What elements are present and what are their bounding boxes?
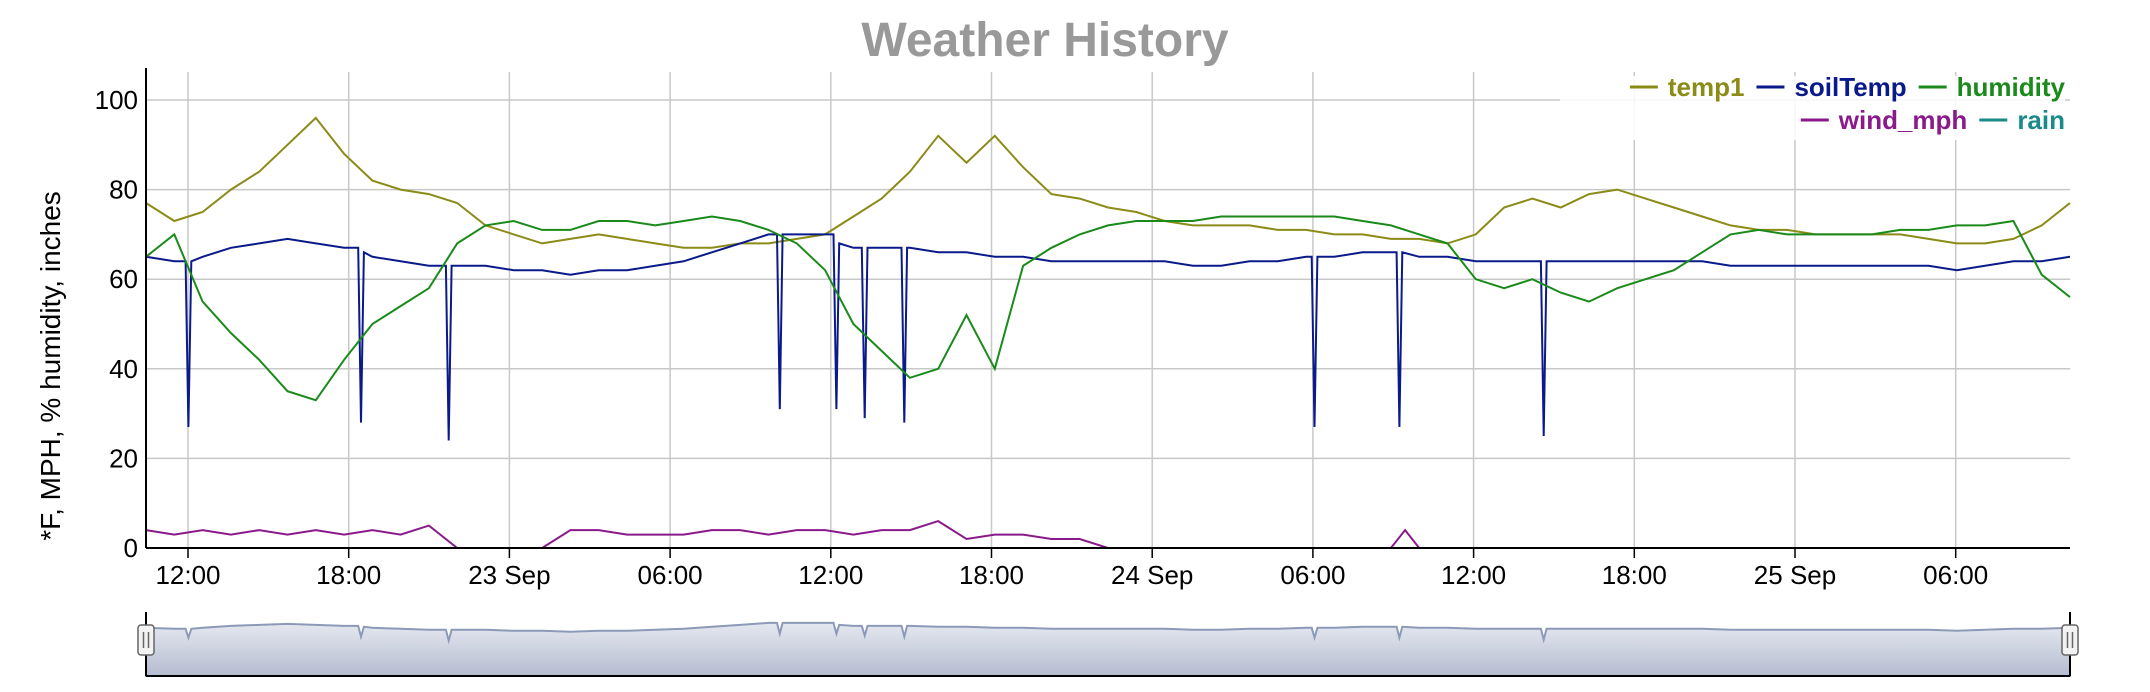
- y-tick-label: 100: [95, 85, 138, 115]
- x-tick-label: 23 Sep: [468, 560, 550, 590]
- series-line-soilTemp: [145, 233, 2071, 441]
- series-lines: [145, 116, 2071, 549]
- x-tick-label: 12:00: [798, 560, 863, 590]
- legend-label-wind-mph: wind_mph: [1838, 105, 1968, 135]
- y-tick-label: 0: [124, 533, 138, 563]
- navigator-right-handle[interactable]: [2061, 624, 2079, 656]
- y-tick-label: 60: [109, 264, 138, 294]
- y-axis-ticks: 0 20 40 60 80 100: [95, 85, 138, 563]
- navigator-left-handle[interactable]: [137, 624, 155, 656]
- y-axis-label: *F, MPH, % humidity, inches: [35, 191, 66, 541]
- x-tick-label: 18:00: [959, 560, 1024, 590]
- series-line-wind-mph: [145, 520, 2070, 549]
- handle-body[interactable]: [137, 624, 155, 656]
- y-tick-label: 80: [109, 175, 138, 205]
- x-tick-label: 24 Sep: [1111, 560, 1193, 590]
- handle-body[interactable]: [2061, 624, 2079, 656]
- x-tick-label: 12:00: [155, 560, 220, 590]
- navigator-series-area: [145, 621, 2071, 677]
- legend: humidity soilTemp temp1 rain wind_mph: [1560, 72, 2066, 140]
- x-tick-label: 12:00: [1441, 560, 1506, 590]
- y-tick-label: 20: [109, 443, 138, 473]
- chart-title: Weather History: [861, 14, 1229, 67]
- x-axis-ticks: 12:00 18:00 23 Sep 06:00 12:00 18:00 24 Sep 06:…: [155, 548, 1988, 590]
- series-line-humidity: [145, 215, 2071, 402]
- y-tick-label: 40: [109, 354, 138, 384]
- x-tick-label: 06:00: [1280, 560, 1345, 590]
- x-tick-label: 25 Sep: [1754, 560, 1836, 590]
- legend-label-humidity: humidity: [1957, 72, 2066, 102]
- range-navigator[interactable]: [137, 612, 2079, 677]
- legend-label-soilTemp: soilTemp: [1794, 72, 1906, 102]
- x-tick-label: 18:00: [1602, 560, 1667, 590]
- x-tick-label: 06:00: [1923, 560, 1988, 590]
- series-line-temp1: [145, 116, 2071, 249]
- x-tick-label: 06:00: [638, 560, 703, 590]
- legend-label-temp1: temp1: [1668, 72, 1745, 102]
- x-tick-label: 18:00: [316, 560, 381, 590]
- legend-label-rain: rain: [2017, 105, 2065, 135]
- grid: [146, 72, 2070, 549]
